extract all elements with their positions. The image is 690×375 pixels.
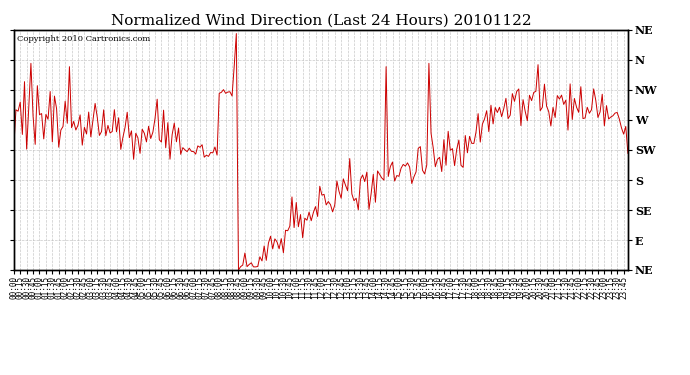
Title: Normalized Wind Direction (Last 24 Hours) 20101122: Normalized Wind Direction (Last 24 Hours… — [110, 13, 531, 27]
Text: Copyright 2010 Cartronics.com: Copyright 2010 Cartronics.com — [17, 35, 150, 43]
